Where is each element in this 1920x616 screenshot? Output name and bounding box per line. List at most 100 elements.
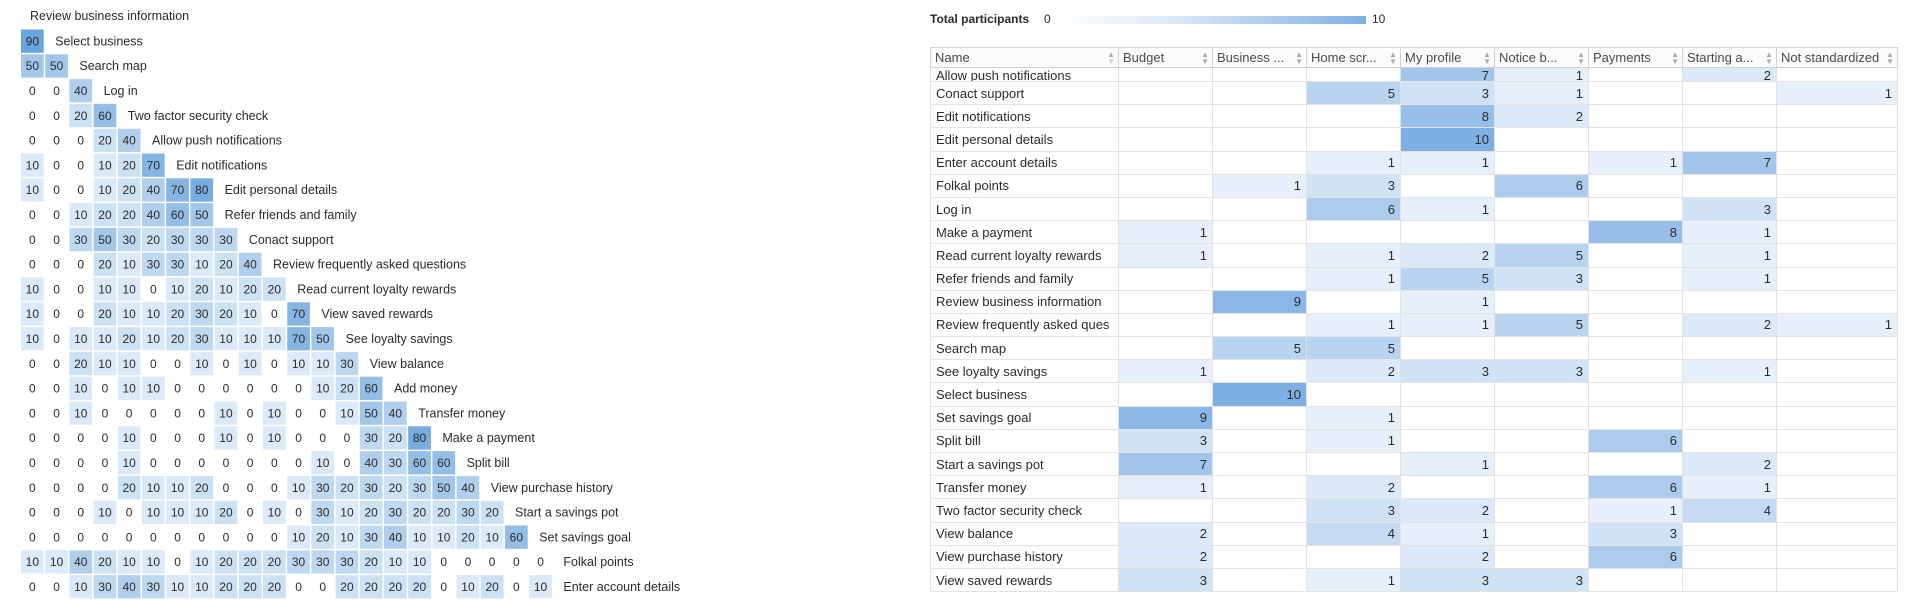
matrix-cell-value: 0	[29, 431, 36, 445]
count-cell	[1400, 220, 1495, 245]
matrix-row-label: View purchase history	[491, 481, 614, 495]
count-cell: 3	[1400, 359, 1495, 384]
matrix-cell	[93, 327, 117, 351]
column-header[interactable]: Home scr... ▲ ▼	[1306, 47, 1401, 68]
matrix-cell-value: 20	[389, 580, 403, 594]
matrix-cell-value: 0	[102, 481, 109, 495]
matrix-cell	[93, 302, 117, 326]
sort-icon[interactable]: ▲ ▼	[1201, 50, 1209, 66]
column-header-label: Notice b...	[1499, 50, 1558, 65]
matrix-cell	[190, 376, 214, 400]
count-cell	[1494, 451, 1589, 477]
table-row: Two factor security check 3 2 1 4	[930, 498, 1898, 523]
sort-icon[interactable]: ▲ ▼	[1886, 50, 1894, 66]
matrix-cell-value: 0	[29, 481, 36, 495]
matrix-cell	[166, 252, 189, 276]
matrix-cell	[214, 401, 238, 425]
matrix-cell	[142, 525, 165, 549]
matrix-cell	[214, 376, 238, 400]
column-header[interactable]: Payments ▲ ▼	[1588, 47, 1683, 68]
matrix-cell	[142, 550, 165, 574]
matrix-cell	[21, 79, 44, 103]
matrix-cell	[45, 426, 68, 450]
matrix-top-label: Review business information	[30, 9, 189, 23]
count-cell: 3	[1494, 567, 1589, 593]
matrix-cell	[408, 475, 431, 500]
matrix-cell-value: 0	[271, 481, 278, 495]
matrix-cell	[166, 451, 189, 475]
matrix-cell-value: 0	[319, 406, 326, 420]
sort-icon[interactable]: ▲ ▼	[1671, 50, 1679, 66]
matrix-cell-value: 10	[292, 357, 306, 371]
column-header[interactable]: Starting a... ▲ ▼	[1682, 47, 1777, 68]
count-cell: 3	[1118, 428, 1213, 454]
sort-icon[interactable]: ▲ ▼	[1389, 50, 1397, 66]
matrix-row-label: View saved rewards	[321, 307, 433, 321]
table-row: Split bill 3 1 6	[930, 428, 1898, 454]
matrix-cell	[190, 426, 214, 450]
table-row: Refer friends and family 1 5 3 1	[930, 266, 1898, 291]
matrix-cell-value: 10	[219, 406, 233, 420]
sort-icon[interactable]: ▲ ▼	[1295, 50, 1303, 66]
matrix-cell	[190, 500, 214, 524]
matrix-cell	[408, 550, 431, 574]
matrix-cell	[21, 327, 44, 351]
sort-icon[interactable]: ▲ ▼	[1107, 50, 1115, 66]
matrix-cell	[335, 426, 359, 450]
count-cell	[1306, 382, 1401, 407]
sort-icon[interactable]: ▲ ▼	[1577, 50, 1585, 66]
matrix-cell-value: 90	[26, 34, 40, 48]
count-cell	[1212, 567, 1307, 593]
matrix-cell	[432, 550, 456, 574]
matrix-row-label: Start a savings pot	[515, 506, 619, 520]
matrix-cell	[93, 401, 117, 425]
column-header[interactable]: My profile ▲ ▼	[1400, 47, 1495, 68]
count-cell	[1776, 544, 1898, 569]
count-cell	[1212, 475, 1307, 500]
matrix-cell	[69, 277, 93, 301]
matrix-cell-value: 10	[122, 431, 136, 445]
matrix-cell-value: 10	[98, 183, 112, 197]
matrix-cell-value: 20	[461, 530, 475, 544]
sort-icon[interactable]: ▲ ▼	[1765, 50, 1773, 66]
matrix-cell	[214, 227, 238, 252]
column-header[interactable]: Notice b... ▲ ▼	[1494, 47, 1589, 68]
matrix-cell	[214, 277, 238, 301]
matrix-cell-value: 0	[102, 530, 109, 544]
matrix-cell-value: 20	[98, 134, 112, 148]
column-header[interactable]: Budget ▲ ▼	[1118, 47, 1213, 68]
matrix-cell-value: 50	[50, 59, 64, 73]
matrix-cell-value: 10	[26, 307, 40, 321]
card-name: Make a payment	[930, 220, 1119, 245]
matrix-cell	[69, 79, 93, 103]
matrix-cell-value: 20	[74, 357, 88, 371]
column-header[interactable]: Name ▲ ▼	[930, 47, 1119, 68]
count-cell: 3	[1306, 173, 1401, 198]
matrix-cell-value: 50	[195, 208, 209, 222]
table-row: Log in 6 1 3	[930, 196, 1898, 222]
matrix-cell-value: 10	[243, 332, 257, 346]
count-cell	[1118, 150, 1213, 175]
matrix-cell	[45, 500, 68, 524]
table-row: Enter account details 1 1 1 7	[930, 150, 1898, 175]
matrix-cell	[117, 203, 141, 227]
matrix-cell	[45, 302, 68, 326]
count-cell	[1776, 475, 1898, 500]
matrix-cell	[21, 500, 44, 524]
count-cell	[1588, 266, 1683, 291]
matrix-cell	[335, 500, 359, 524]
matrix-cell-value: 0	[150, 357, 157, 371]
count-cell: 2	[1682, 67, 1777, 82]
count-cell	[1776, 67, 1898, 82]
matrix-cell	[117, 252, 141, 276]
matrix-cell-value: 0	[174, 555, 181, 569]
count-cell	[1494, 196, 1589, 222]
column-header[interactable]: Business ... ▲ ▼	[1212, 47, 1307, 68]
matrix-cell	[166, 277, 189, 301]
matrix-cell	[238, 277, 262, 301]
matrix-cell-value: 20	[122, 481, 136, 495]
sort-icon[interactable]: ▲ ▼	[1483, 50, 1491, 66]
matrix-cell	[93, 227, 117, 252]
column-header[interactable]: Not standardized ▲ ▼	[1776, 47, 1898, 68]
card-name: View balance	[930, 521, 1119, 546]
